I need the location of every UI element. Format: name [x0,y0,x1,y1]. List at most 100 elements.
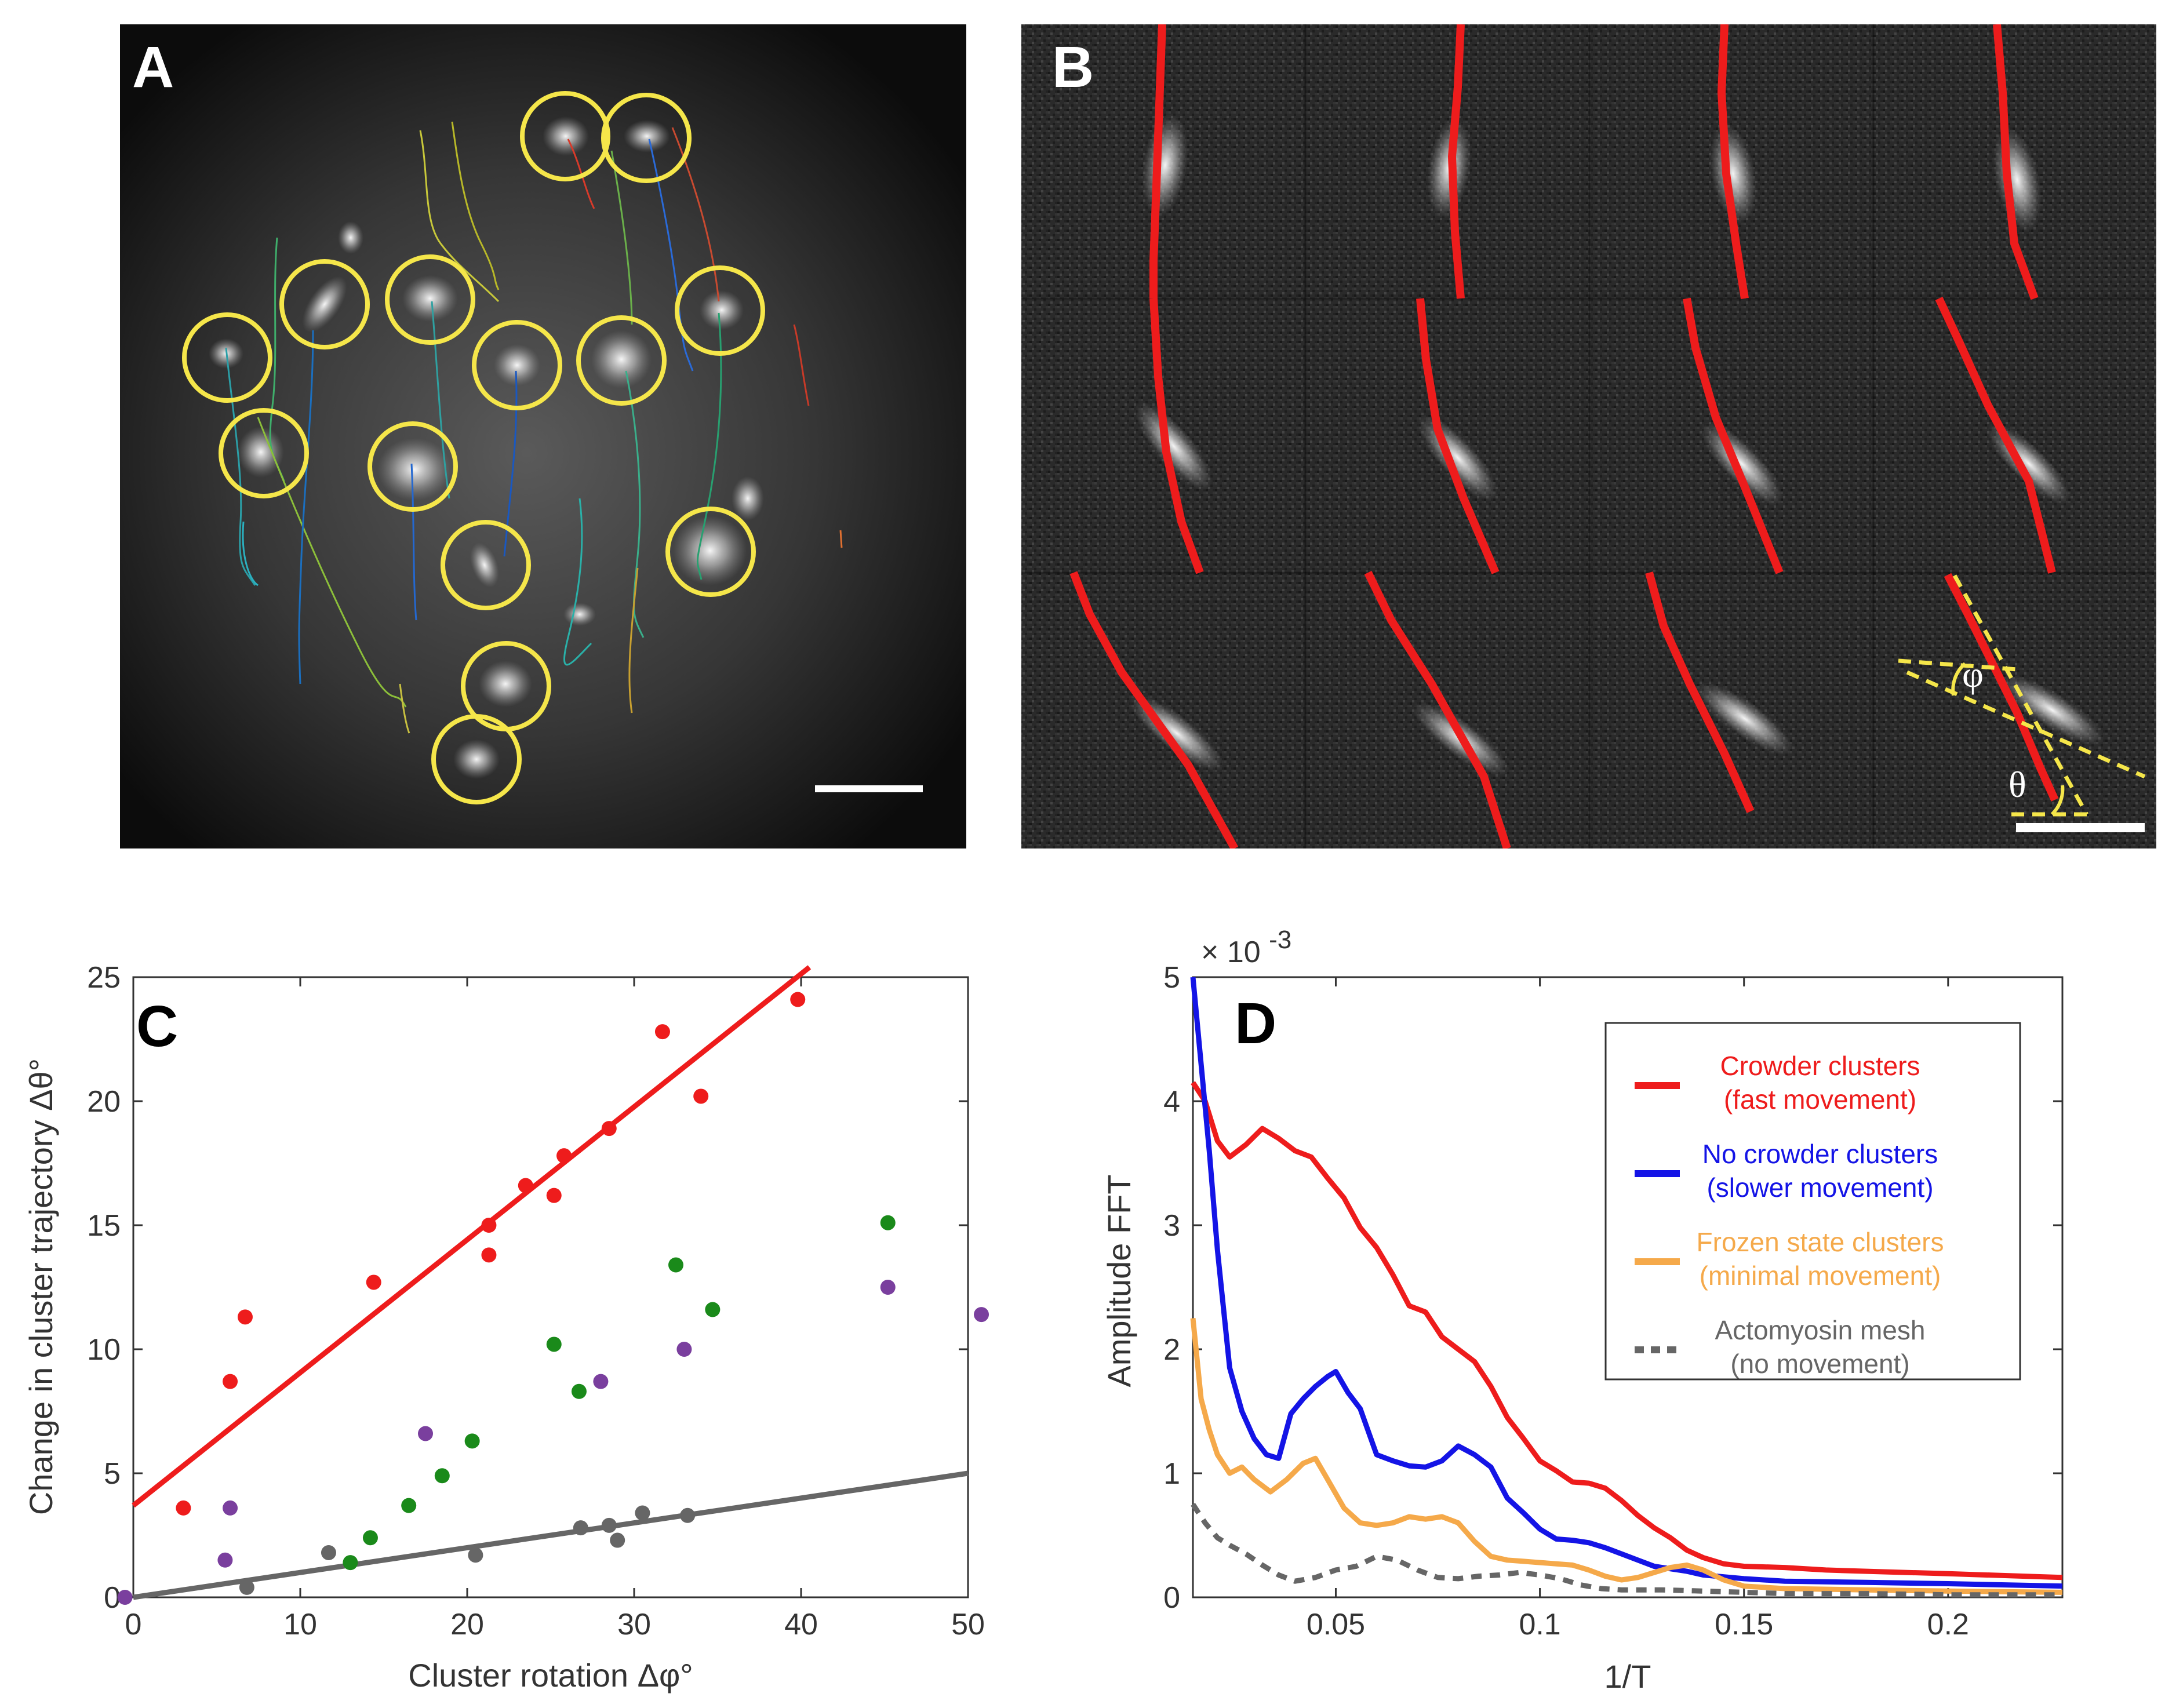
panel-c-axes-box [132,976,969,1598]
trajectory-line [610,150,633,325]
data-point-gray [601,1517,617,1533]
phi-symbol: φ [1962,654,1984,695]
x-tick-label: 10 [283,1608,317,1641]
data-point-green [880,1215,896,1230]
data-point-green [546,1336,562,1352]
x-tick-label: 40 [784,1608,818,1641]
cluster-circle [601,93,692,183]
x-tick-label: 0.05 [1307,1608,1365,1641]
trajectory-line [671,127,720,302]
trajectory-direction-line [1952,574,2089,815]
cluster-blob [732,476,764,520]
data-point-red [556,1148,572,1164]
multiplier-exponent: -3 [1269,926,1291,954]
trajectory-line [696,312,722,580]
data-point-purple [880,1280,896,1295]
legend-sublabel: (minimal movement) [1700,1261,1941,1291]
y-tick-label: 5 [104,1457,121,1491]
y-tick-label: 3 [1163,1209,1180,1243]
frame-blob [1701,421,1783,506]
track-line [1645,571,1755,813]
data-point-purple [223,1500,238,1516]
data-point-green [362,1530,378,1546]
theta-symbol: θ [2008,764,2026,805]
data-point-purple [217,1552,233,1568]
legend-sublabel: (slower movement) [1706,1172,1933,1203]
track-line [1069,571,1239,848]
angle-annotations [1898,574,2146,817]
cluster-blob [479,661,532,707]
cluster-circle [472,320,562,410]
data-point-gray [680,1507,696,1523]
panel-d-legend: Crowder clusters(fast movement) No crowde… [1604,1022,2021,1381]
frame-blob [1999,674,2105,746]
cluster-blob [338,221,363,254]
data-point-red [481,1218,497,1233]
cluster-blob [673,516,747,585]
track-line [1717,24,1749,300]
trajectory-line [648,139,694,372]
track-line [1935,297,2056,574]
trajectory-line [839,530,843,548]
data-point-red [790,992,806,1007]
data-point-gray [239,1579,254,1595]
panel-c-ylabel: Change in cluster trajectory Δθ° [23,1058,59,1515]
panel-c-fit-lines [132,965,969,1600]
cluster-blob [591,330,652,388]
cluster-blob [470,542,499,588]
y-tick-label: 25 [87,961,121,995]
x-tick-label: 0.15 [1715,1608,1773,1641]
series-line-frozen-state-clusters [1190,1318,2063,1595]
x-tick-label: 50 [951,1608,985,1641]
cluster-blob [543,116,589,156]
panel-c-letter: C [136,994,178,1059]
legend-label: Crowder clusters [1720,1051,1920,1081]
panel-d-ylabel: Amplitude FFT [1101,1174,1137,1387]
y-tick-label: 5 [1163,961,1180,995]
panel-d-multiplier: × 10 -3 [1201,926,1291,969]
data-point-purple [418,1426,433,1441]
legend-label: No crowder clusters [1702,1139,1938,1169]
cluster-circle [182,312,272,403]
panel-a-letter: A [132,35,174,100]
trajectory-line [225,347,256,586]
trajectory-line [257,417,407,708]
trajectory-line [451,121,500,290]
trajectory-line [793,324,810,406]
data-point-red [237,1309,253,1325]
data-point-gray [573,1520,588,1536]
data-point-red [481,1247,497,1263]
data-point-gray [610,1532,625,1548]
cluster-circle [279,259,370,349]
phi-cluster-axis-line [1906,670,2146,779]
multiplier-base: × 10 [1201,935,1261,969]
scale-bar [2016,823,2145,832]
panel-a-circles [182,91,765,804]
data-point-red [366,1274,381,1290]
cluster-blob [302,276,347,333]
fit-line-gray [133,1470,969,1600]
data-point-green [464,1433,480,1449]
track-line [1149,24,1166,298]
data-point-gray [468,1547,483,1563]
data-point-green [401,1498,417,1513]
series-line-actomyosin-mesh [1191,1503,2062,1598]
cluster-blob [402,275,458,322]
frame-blob [1696,682,1793,755]
data-point-green [668,1257,683,1273]
data-point-purple [117,1590,133,1605]
track-line [1416,298,1500,574]
track-line-last [1944,573,2059,802]
trajectory-line [298,330,314,684]
cluster-blob [700,290,744,330]
trajectory-line [399,683,410,734]
cluster-blob [453,740,500,779]
cluster-blob [494,344,540,386]
panel-a: A [120,24,966,848]
scale-bar [815,785,923,792]
cluster-circle [431,714,522,804]
x-tick-label: 0 [125,1608,142,1641]
data-point-red [693,1088,709,1104]
panel-c-points [117,992,989,1605]
